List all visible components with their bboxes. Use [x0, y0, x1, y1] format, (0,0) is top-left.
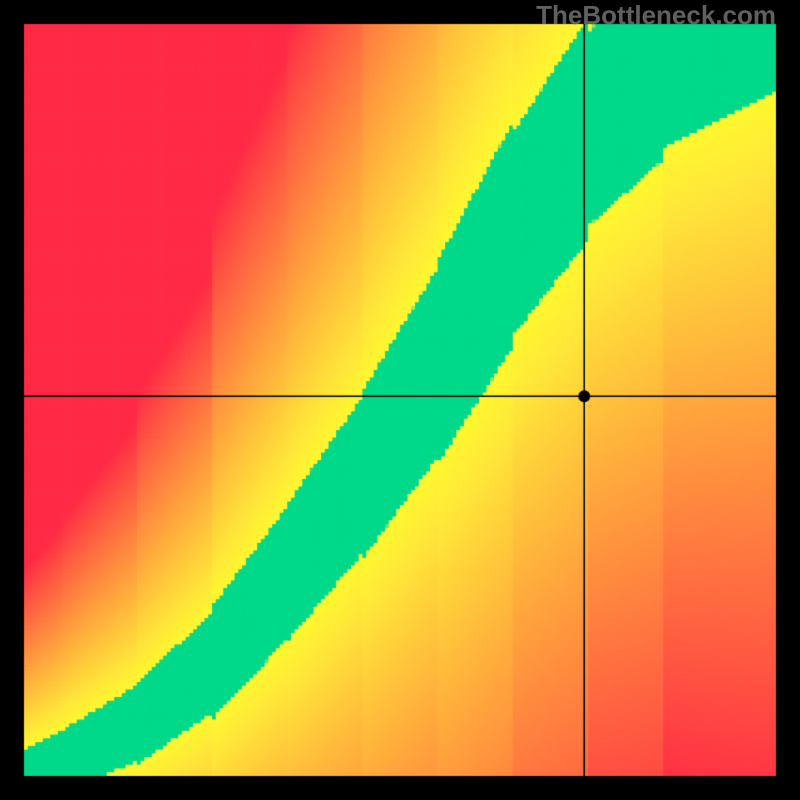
watermark-text: TheBottleneck.com [536, 0, 776, 31]
bottleneck-heatmap-canvas [0, 0, 800, 800]
chart-container: TheBottleneck.com [0, 0, 800, 800]
